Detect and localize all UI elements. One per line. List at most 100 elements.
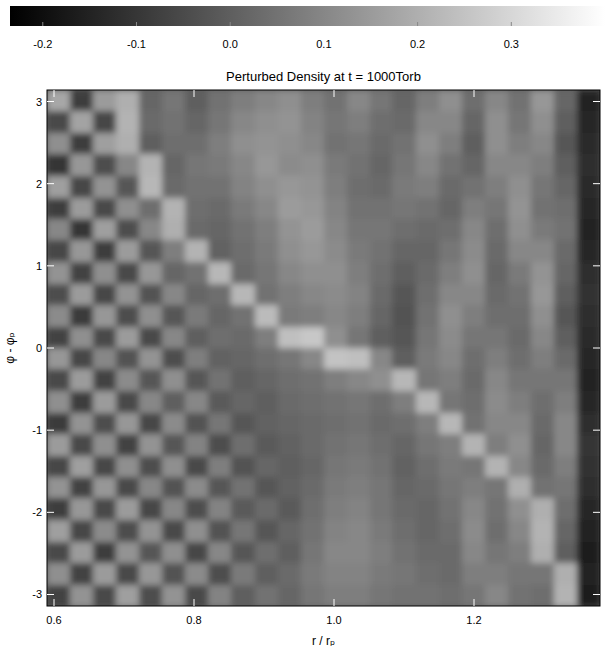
cell	[162, 90, 186, 112]
cell	[485, 585, 509, 606]
cell	[116, 391, 140, 413]
cell	[47, 413, 70, 435]
cell	[416, 434, 440, 456]
cell	[531, 434, 555, 456]
cell	[70, 154, 94, 176]
cell	[139, 520, 163, 542]
cell	[93, 240, 117, 262]
cell	[531, 391, 555, 413]
cell	[462, 198, 486, 220]
cell	[255, 348, 279, 370]
chart: -0.2-0.10.00.10.20.3Perturbed Density at…	[0, 0, 615, 655]
cell	[301, 111, 325, 133]
cell	[485, 133, 509, 155]
cell	[462, 305, 486, 327]
cell	[324, 176, 348, 198]
cell	[139, 90, 163, 112]
cell	[485, 327, 509, 349]
cell	[231, 563, 255, 585]
cell	[278, 456, 302, 478]
cell	[47, 456, 70, 478]
cell	[208, 369, 232, 391]
cell	[231, 262, 255, 284]
cell	[416, 305, 440, 327]
cell	[508, 563, 532, 585]
cell	[531, 498, 555, 520]
cell	[139, 477, 163, 499]
cell	[208, 90, 232, 112]
cell	[577, 520, 600, 542]
cell	[439, 391, 463, 413]
cell	[185, 111, 209, 133]
cell	[508, 434, 532, 456]
cell	[301, 262, 325, 284]
cell	[347, 391, 370, 413]
cell	[439, 176, 463, 198]
cell	[301, 391, 325, 413]
cell	[70, 434, 94, 456]
cell	[577, 413, 600, 435]
cell	[508, 327, 532, 349]
cell	[139, 413, 163, 435]
cell	[531, 327, 555, 349]
cell	[208, 585, 232, 606]
cell	[554, 520, 578, 542]
cell	[324, 413, 348, 435]
cell	[324, 585, 348, 606]
cell	[139, 585, 163, 606]
cell	[508, 498, 532, 520]
cell	[554, 133, 578, 155]
cell	[47, 90, 70, 112]
cell	[208, 176, 232, 198]
cell	[531, 542, 555, 564]
cell	[185, 348, 209, 370]
cell	[208, 413, 232, 435]
x-tick	[334, 599, 335, 606]
cell	[116, 585, 140, 606]
color-tick	[42, 22, 43, 26]
cell	[139, 305, 163, 327]
cell	[47, 520, 70, 542]
cell	[278, 413, 302, 435]
cell	[531, 133, 555, 155]
cell	[231, 90, 255, 112]
cell	[278, 111, 302, 133]
cell	[462, 90, 486, 112]
cell	[554, 348, 578, 370]
cell	[301, 327, 325, 349]
cell	[278, 477, 302, 499]
cell	[278, 585, 302, 606]
cell	[554, 585, 578, 606]
cell	[508, 90, 532, 112]
cell	[93, 585, 117, 606]
cell	[116, 456, 140, 478]
cell	[231, 327, 255, 349]
cell	[554, 434, 578, 456]
cell	[231, 434, 255, 456]
cell	[139, 133, 163, 155]
cell	[392, 413, 416, 435]
cell	[255, 520, 279, 542]
cell	[462, 563, 486, 585]
cell	[70, 456, 94, 478]
cell	[301, 284, 325, 306]
color-tick-label: 0.1	[316, 38, 331, 50]
cell	[231, 520, 255, 542]
cell	[508, 262, 532, 284]
cell	[347, 198, 370, 220]
cell	[324, 262, 348, 284]
cell	[577, 585, 600, 606]
cell	[162, 369, 186, 391]
cell	[278, 240, 302, 262]
cell	[531, 198, 555, 220]
cell	[392, 520, 416, 542]
cell	[439, 262, 463, 284]
cell	[162, 327, 186, 349]
cell	[370, 284, 393, 306]
cell	[370, 520, 393, 542]
cell	[231, 133, 255, 155]
x-tick	[474, 599, 475, 606]
cell	[577, 198, 600, 220]
cell	[70, 413, 94, 435]
cell	[301, 305, 325, 327]
